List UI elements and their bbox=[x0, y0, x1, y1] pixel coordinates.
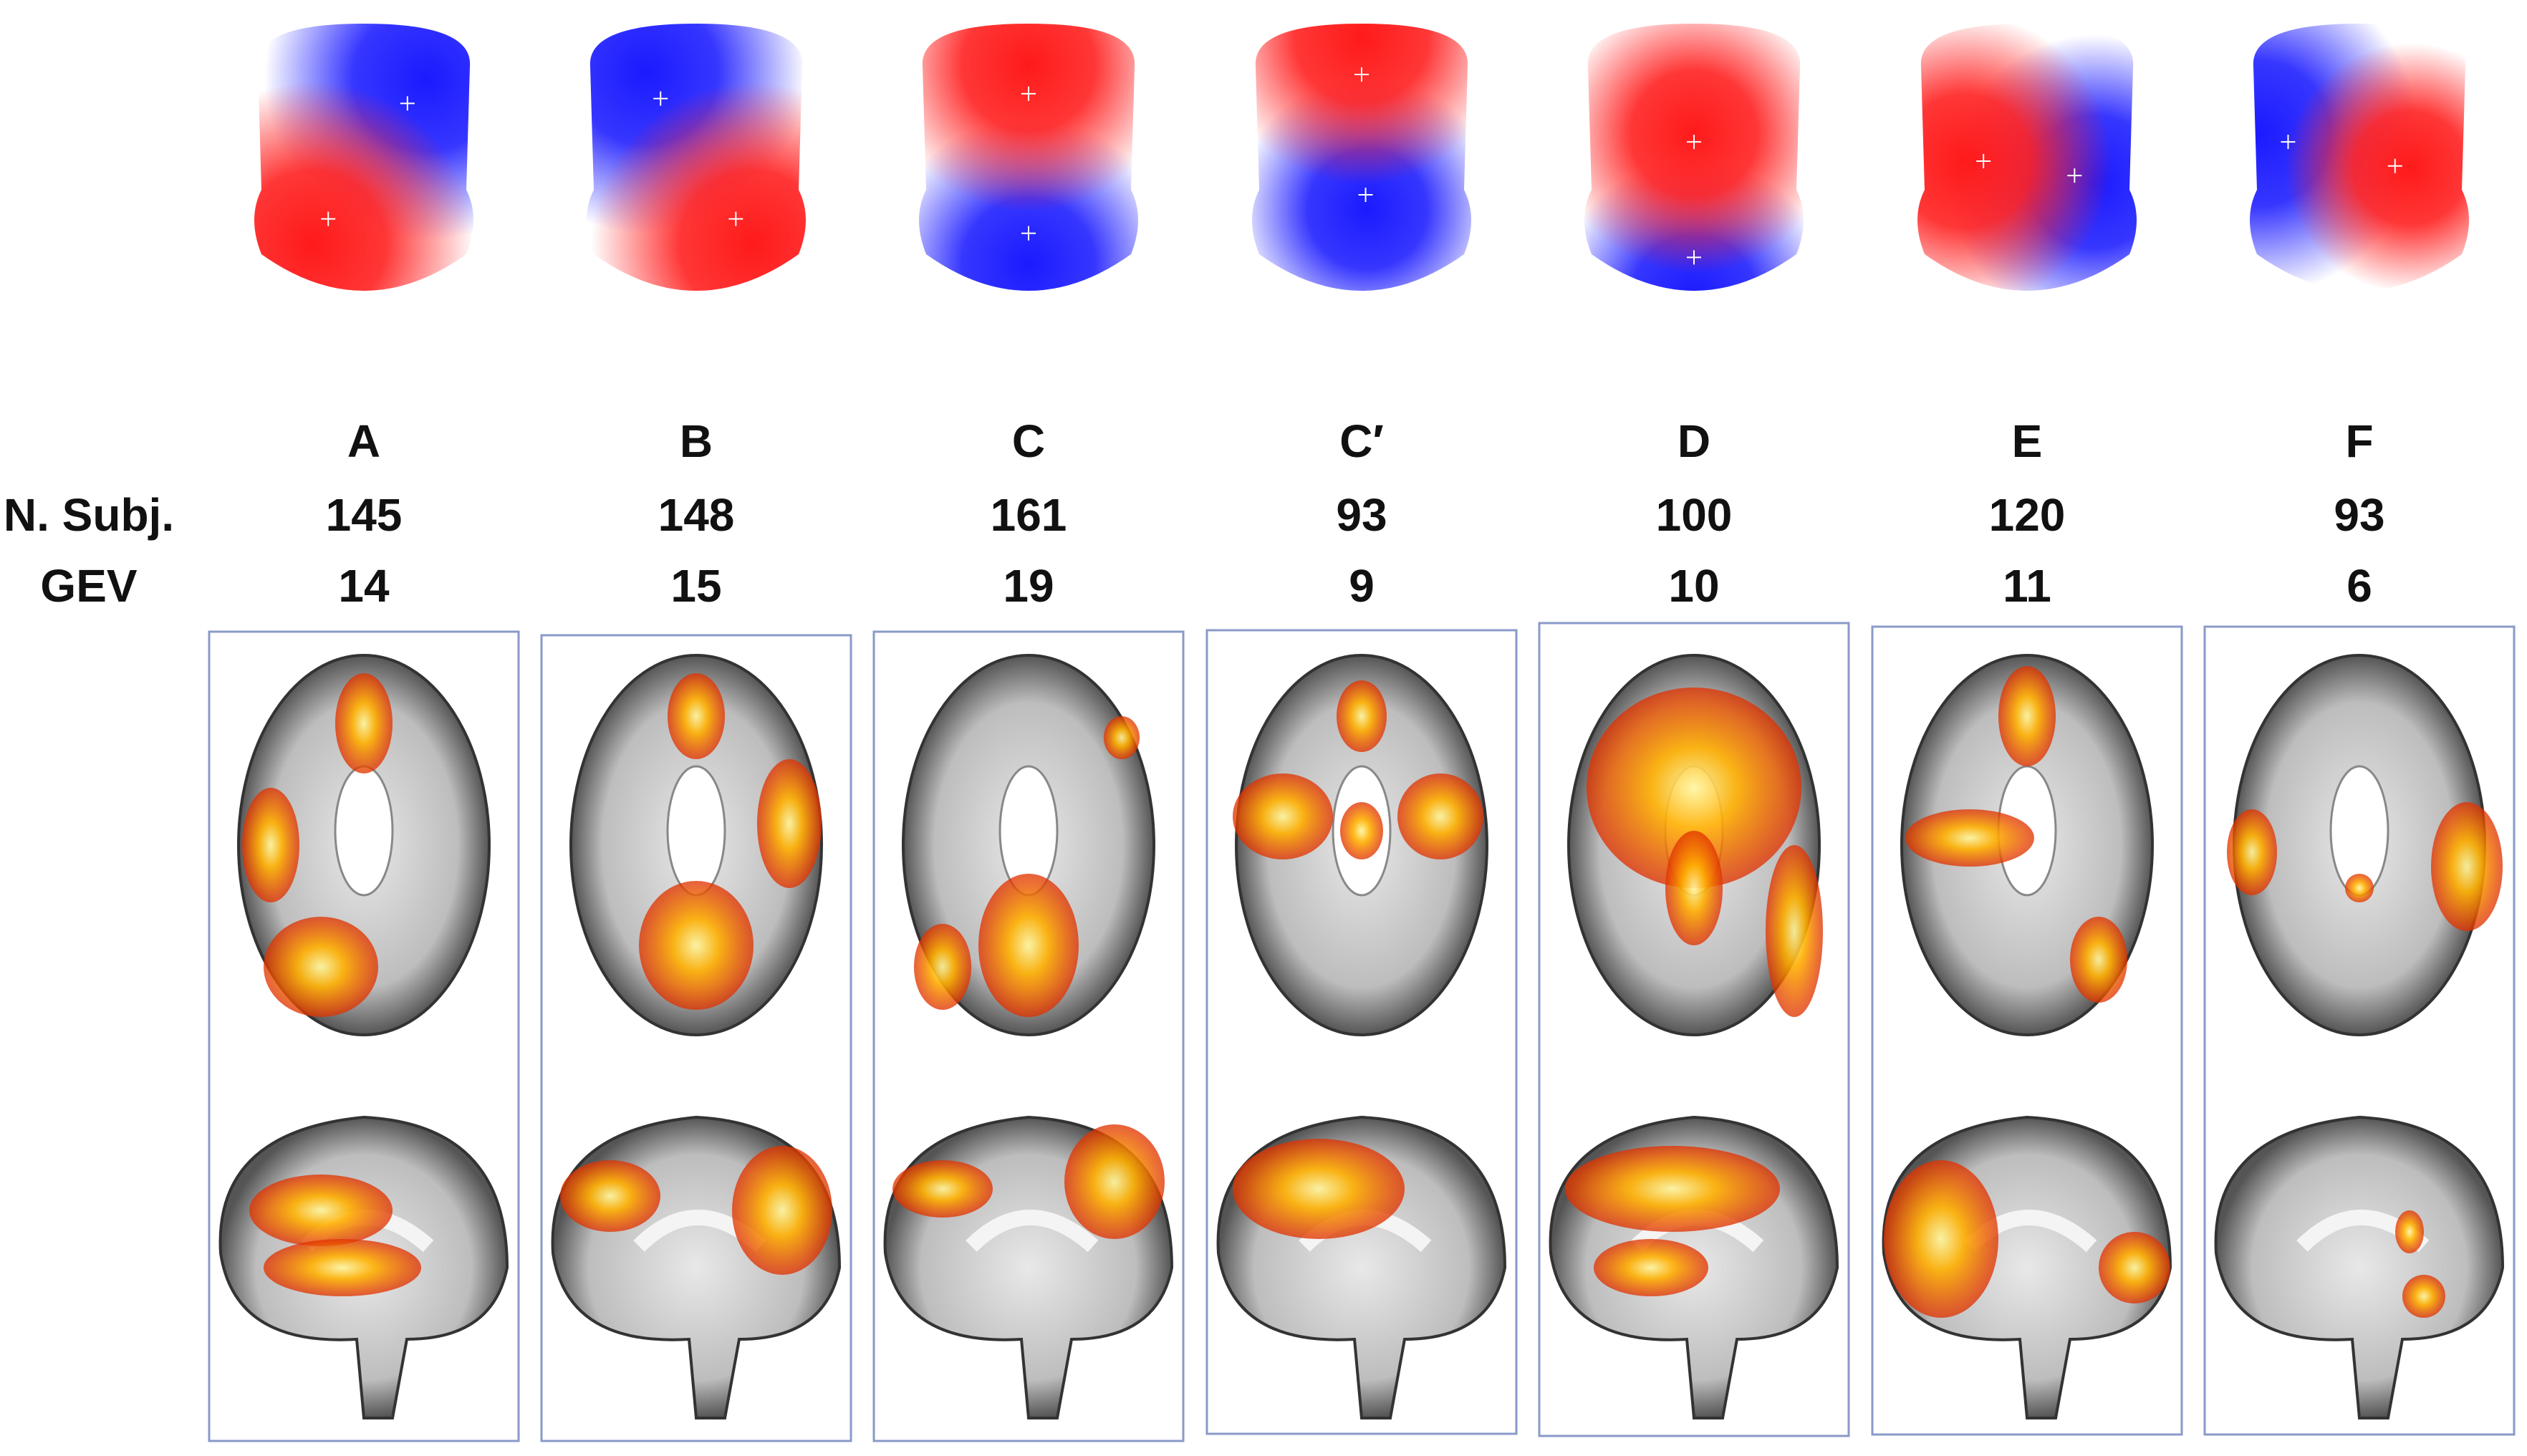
pole-cross bbox=[1358, 188, 1373, 203]
red-pole bbox=[1252, 24, 1471, 185]
pole-cross bbox=[1021, 86, 1036, 101]
activation bbox=[1565, 1146, 1780, 1232]
activation bbox=[1587, 688, 1801, 888]
red-pole bbox=[254, 82, 473, 291]
red-pole bbox=[591, 82, 806, 291]
activation bbox=[2431, 802, 2503, 931]
red-pole bbox=[2285, 43, 2469, 291]
activation bbox=[2099, 1232, 2170, 1303]
column-label: B bbox=[680, 415, 713, 467]
column-label: D bbox=[1678, 415, 1710, 467]
pole-cross bbox=[1687, 250, 1701, 265]
activation bbox=[668, 673, 725, 759]
panel-box bbox=[872, 630, 1185, 1442]
sagittal-slice bbox=[2214, 1115, 2505, 1419]
column-label: E bbox=[2012, 415, 2043, 467]
gev: 15 bbox=[670, 560, 721, 612]
pole-cross bbox=[400, 96, 415, 111]
activation bbox=[1594, 1239, 1708, 1296]
activation bbox=[757, 759, 822, 888]
pole-cross bbox=[1976, 154, 1991, 168]
pole-cross bbox=[1021, 226, 1036, 241]
topography-map bbox=[587, 24, 806, 291]
activation bbox=[1397, 773, 1483, 859]
red-pole bbox=[1917, 24, 2112, 291]
pole-cross bbox=[1687, 135, 1701, 150]
topography-map bbox=[1584, 24, 1804, 291]
column-label: C′ bbox=[1339, 415, 1384, 467]
activation bbox=[264, 917, 378, 1017]
n-subj: 120 bbox=[1989, 489, 2066, 541]
red-pole bbox=[919, 24, 1138, 212]
topography-map bbox=[1252, 24, 1471, 291]
activation bbox=[1233, 773, 1333, 859]
activation bbox=[249, 1175, 393, 1246]
activation bbox=[1884, 1160, 1998, 1318]
panel-box bbox=[1205, 629, 1518, 1435]
pole-cross bbox=[1354, 67, 1369, 82]
panel-box bbox=[2203, 625, 2516, 1436]
panel-box bbox=[540, 634, 852, 1442]
column-label: A bbox=[347, 415, 380, 467]
n-subj: 93 bbox=[2334, 489, 2384, 541]
activation bbox=[978, 874, 1079, 1017]
gev: 19 bbox=[1003, 560, 1054, 612]
gev: 11 bbox=[2003, 560, 2051, 612]
activation bbox=[2395, 1210, 2424, 1253]
gev: 6 bbox=[2346, 560, 2372, 612]
activation bbox=[1064, 1124, 1165, 1239]
activation bbox=[732, 1146, 832, 1275]
panel-box bbox=[1538, 622, 1850, 1437]
n-subj: 100 bbox=[1656, 489, 1733, 541]
activation bbox=[2345, 874, 2374, 902]
ventricle bbox=[334, 765, 394, 897]
column-label: F bbox=[2345, 415, 2373, 467]
activation bbox=[1998, 666, 2056, 766]
activation bbox=[1340, 802, 1383, 859]
activation bbox=[1766, 845, 1823, 1017]
gev: 9 bbox=[1349, 560, 1375, 612]
pole-cross bbox=[2281, 135, 2296, 150]
activation bbox=[1665, 831, 1723, 945]
n-subj: 93 bbox=[1336, 489, 1387, 541]
activation bbox=[2070, 917, 2127, 1003]
topography-map bbox=[2250, 24, 2469, 291]
pole-cross bbox=[2067, 168, 2082, 183]
pole-cross bbox=[2387, 158, 2402, 173]
activation bbox=[2402, 1275, 2445, 1318]
activation bbox=[2227, 809, 2277, 895]
topography-map bbox=[254, 24, 473, 291]
n-subj: 148 bbox=[658, 489, 735, 541]
activation bbox=[914, 924, 971, 1010]
column-label: C bbox=[1012, 415, 1045, 467]
gev: 10 bbox=[1668, 560, 1719, 612]
topography-map bbox=[1917, 24, 2137, 291]
n-subj: 145 bbox=[326, 489, 403, 541]
activation bbox=[560, 1160, 660, 1232]
pole-cross bbox=[653, 91, 668, 106]
gev: 14 bbox=[338, 560, 390, 612]
activation bbox=[335, 673, 393, 773]
red-pole bbox=[1584, 24, 1804, 274]
ventricle bbox=[666, 765, 726, 897]
activation bbox=[892, 1160, 993, 1218]
activation bbox=[242, 788, 299, 902]
activation bbox=[1104, 716, 1140, 759]
panel-box bbox=[1871, 625, 2183, 1436]
row-label: N. Subj. bbox=[4, 489, 174, 541]
topography-map bbox=[919, 24, 1138, 291]
activation bbox=[1337, 680, 1387, 752]
n-subj: 161 bbox=[991, 489, 1067, 541]
row-label: GEV bbox=[40, 560, 137, 612]
activation bbox=[1233, 1139, 1405, 1239]
pole-cross bbox=[321, 211, 336, 226]
corpus-callosum bbox=[966, 1210, 1099, 1253]
activation bbox=[639, 881, 754, 1010]
activation bbox=[1905, 809, 2034, 867]
activation bbox=[264, 1239, 421, 1296]
pole-cross bbox=[728, 211, 743, 226]
panel-box bbox=[208, 630, 520, 1442]
